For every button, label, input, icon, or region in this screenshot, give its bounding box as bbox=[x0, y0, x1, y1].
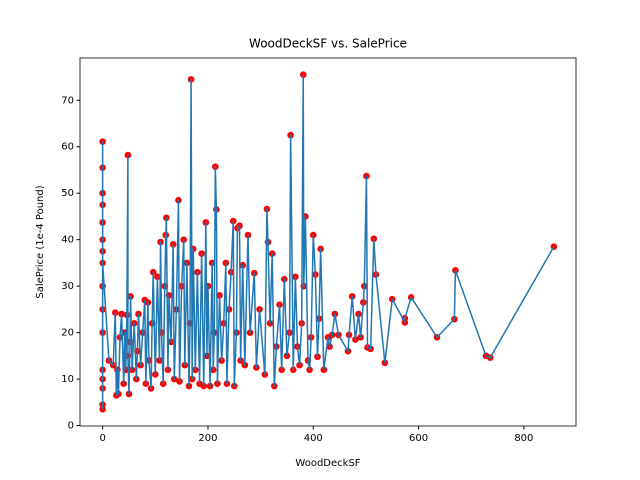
y-tick-label: 50 bbox=[61, 188, 74, 199]
x-tick-label: 800 bbox=[514, 433, 533, 444]
line bbox=[101, 73, 555, 410]
y-axis-label: SalePrice (1e-4 Pound) bbox=[35, 185, 46, 298]
x-tick-label: 400 bbox=[304, 433, 323, 444]
x-tick-label: 200 bbox=[198, 433, 217, 444]
x-tick-label: 600 bbox=[409, 433, 428, 444]
y-tick-label: 60 bbox=[61, 142, 74, 153]
point bbox=[99, 405, 106, 413]
plot-frame bbox=[79, 57, 577, 427]
chart-title: WoodDeckSF vs. SalePrice bbox=[249, 37, 407, 51]
y-tick-label: 0 bbox=[68, 421, 74, 432]
y-tick-label: 40 bbox=[61, 235, 74, 246]
x-tick-label: 0 bbox=[99, 433, 105, 444]
y-tick-label: 20 bbox=[61, 328, 74, 339]
y-tick-label: 70 bbox=[61, 95, 74, 106]
y-tick-label: 30 bbox=[61, 281, 74, 292]
x-axis-label: WoodDeckSF bbox=[295, 458, 360, 469]
y-tick-label: 10 bbox=[61, 374, 74, 385]
